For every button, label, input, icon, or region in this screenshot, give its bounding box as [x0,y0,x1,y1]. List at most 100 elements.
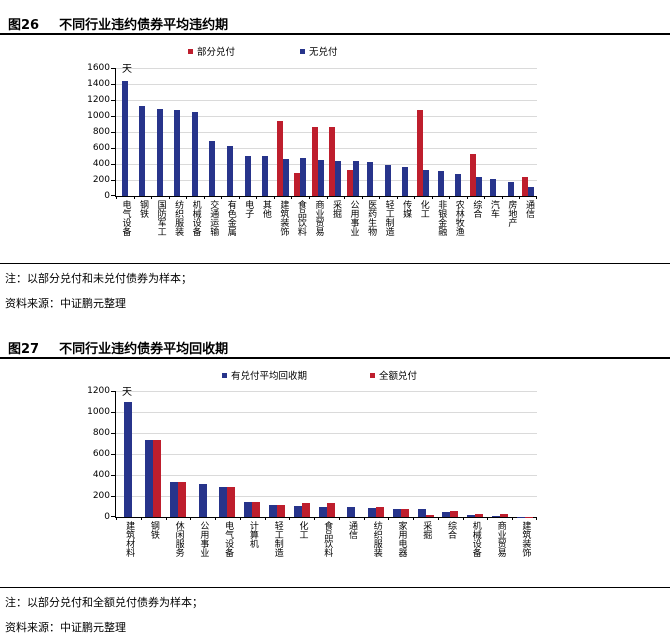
gridline [116,164,537,165]
x-axis-tick [536,196,537,199]
x-axis-label: 轻工制造 [383,200,394,236]
x-axis-label: 休闲服务 [173,521,184,557]
x-axis-label: 商业贸易 [313,200,324,236]
bar [276,504,285,517]
x-axis-tick [512,517,514,520]
x-axis-label: 非银金融 [436,200,447,236]
bar [177,481,186,517]
y-axis-tick [111,180,115,181]
gridline [116,454,537,455]
x-axis-label: 其他 [260,200,271,218]
bar [294,172,301,196]
bar [121,80,128,196]
x-axis-label: 汽车 [488,200,499,218]
x-axis-tick [308,196,310,199]
x-axis-label: 食品饮料 [295,200,306,236]
y-axis-tick [111,412,115,413]
y-axis-label: 1600 [87,62,110,73]
chart-figure-26: 部分兑付 无兑付 0 200 400 600 800 1000 1200 1400 1600 天电气设… [0,35,670,263]
chart-legend: 有兑付平均回收期 全额兑付 [0,368,670,382]
x-axis-label: 轻工制造 [272,521,283,557]
figure-26-title: 不同行业违约债券平均违约期 [59,18,229,33]
x-axis-label: 综合 [446,521,457,539]
legend-label: 部分兑付 [197,47,236,58]
y-axis-tick [111,132,115,133]
chart-figure-27: 有兑付平均回收期 全额兑付 0 200 400 600 800 1000 1200 天建筑材料 钢铁… [0,359,670,587]
x-axis-label: 食品饮料 [322,521,333,557]
x-axis-tick [326,196,328,199]
bar [416,110,423,196]
x-axis-label: 钢铁 [138,200,149,218]
figure-27-block: 图27 不同行业违约债券平均回收期 有兑付平均回收期 全额兑付 0 200 400 600… [0,314,670,634]
bar [475,514,484,517]
x-axis-label: 商业贸易 [495,521,506,557]
x-axis-label: 化工 [297,521,308,539]
plot-area: 0 200 400 600 800 1000 1200 1400 1600 天电气设备 钢铁 国防军工… [87,63,537,236]
x-axis-label: 采掘 [330,200,341,218]
y-axis-tick [111,68,115,69]
bar [169,481,178,517]
y-axis-label: 800 [92,126,110,137]
bar [490,179,497,196]
x-axis-tick [462,517,464,520]
bar [346,169,353,196]
x-axis-tick [289,517,291,520]
y-axis-label: 1000 [87,110,110,121]
x-axis-tick [414,196,416,199]
x-axis-label: 计算机 [247,521,258,548]
x-axis-label: 农林牧渔 [453,200,464,236]
x-axis-tick [388,517,390,520]
x-axis-tick [133,196,135,199]
y-axis-tick [111,516,115,517]
x-axis-tick [165,517,167,520]
x-axis-tick [379,196,381,199]
y-axis-label: 1000 [87,406,110,417]
bar [437,171,444,196]
figure-27-source: 资料来源：中证鹏元整理 [5,621,126,634]
x-axis-label: 传媒 [401,200,412,218]
bar [252,502,261,517]
x-axis-tick [203,196,205,199]
bar [276,120,283,196]
y-axis-tick [111,391,115,392]
legend-label: 全额兑付 [379,371,418,382]
x-axis-label: 机械设备 [470,521,481,557]
x-axis-label: 纺织服装 [371,521,382,557]
bar [326,503,335,517]
x-axis-label: 房地产 [506,200,517,227]
y-axis-tick [111,100,115,101]
x-axis-label: 电气设备 [223,521,234,557]
y-axis-label: 200 [92,490,110,501]
legend-label: 无兑付 [309,47,338,58]
bar [347,507,356,517]
gridline [116,116,537,117]
gridline [116,433,537,434]
bar [227,145,234,196]
x-axis-tick [264,517,266,520]
x-axis-tick [487,517,489,520]
x-axis-label: 建筑装饰 [520,521,531,557]
x-axis-label: 电子 [243,200,254,218]
bar [376,507,385,517]
y-axis-label: 1200 [87,385,110,396]
x-axis-tick [238,196,240,199]
y-axis-tick [111,454,115,455]
bar [467,514,476,517]
bar [442,512,451,517]
x-axis-label: 建筑材料 [124,521,135,557]
figure-27-label: 图27 [8,342,40,357]
y-axis-unit-label: 天 [122,387,132,398]
gridline [116,412,537,413]
y-axis-tick [111,164,115,165]
x-axis-tick [466,196,468,199]
bar [124,402,133,517]
chart-bottom-divider [0,263,670,264]
bar [335,161,342,196]
bar [174,110,181,196]
x-axis-tick [256,196,258,199]
bar [318,506,327,517]
x-axis-label: 化工 [418,200,429,218]
y-axis-label: 800 [92,427,110,438]
x-axis-tick [273,196,275,199]
figure-27-title: 不同行业违约债券平均回收期 [59,342,229,357]
